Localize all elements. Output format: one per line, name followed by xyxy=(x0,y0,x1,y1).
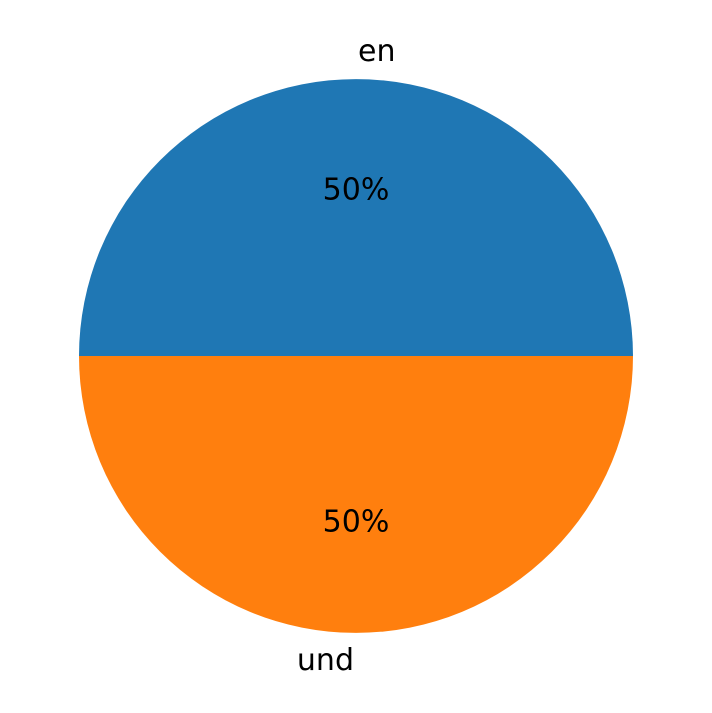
percent-label: 50% xyxy=(323,172,390,207)
pie-labels: en 50% und 50% xyxy=(297,34,396,678)
category-label: en xyxy=(358,34,395,69)
pie-slice-und xyxy=(79,356,633,633)
pie-slices xyxy=(79,79,633,633)
category-label: und xyxy=(297,643,354,678)
pie-slice-en xyxy=(79,79,633,356)
percent-label: 50% xyxy=(323,505,390,540)
